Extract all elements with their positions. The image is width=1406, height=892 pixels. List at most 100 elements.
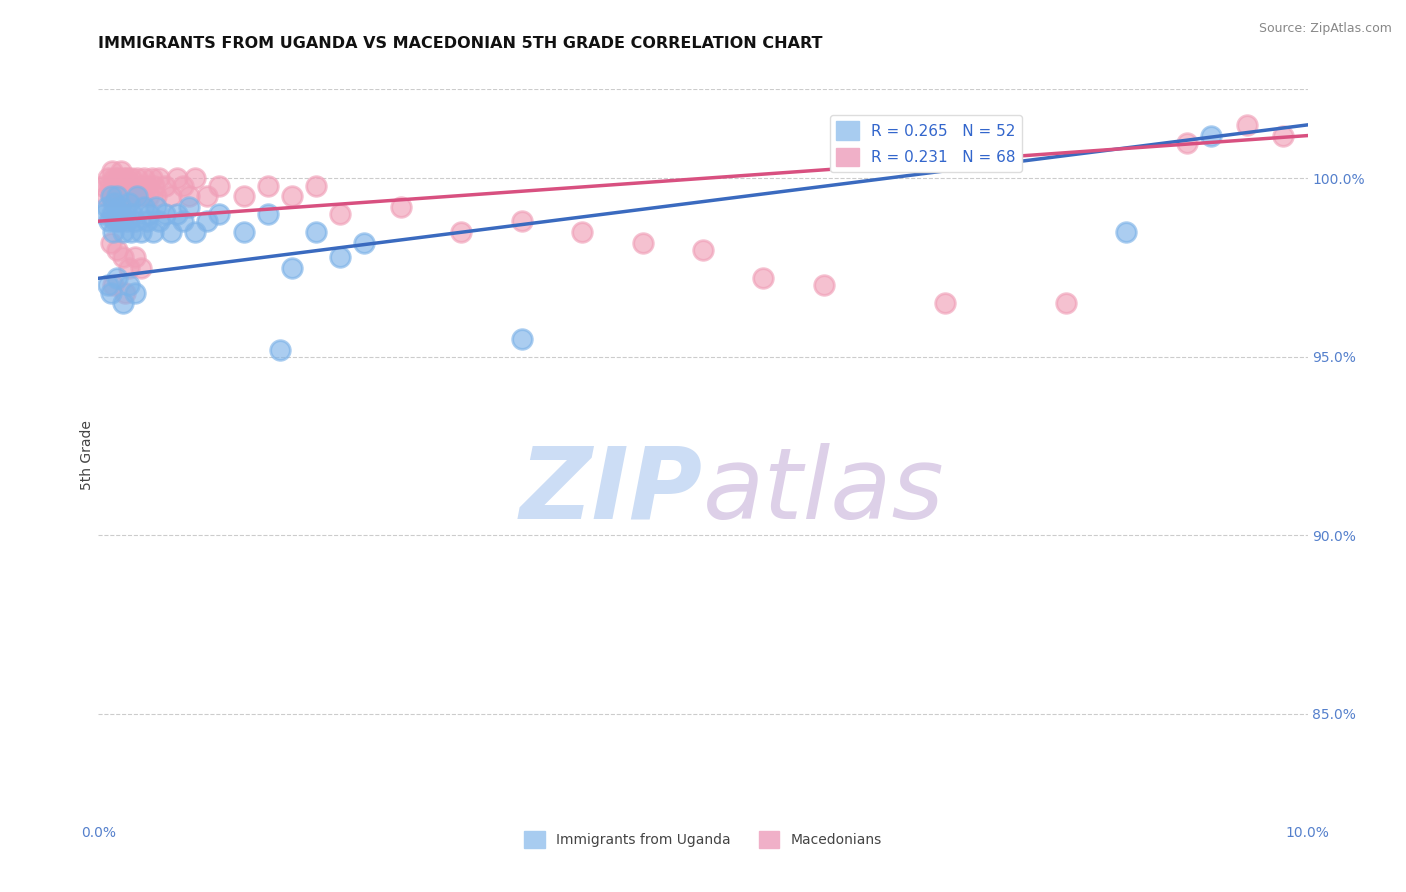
Point (120, 225, 142, 239)
Point (105, 271, 128, 285)
Point (135, 214, 157, 228)
Point (103, 171, 125, 186)
Point (101, 178, 124, 193)
Point (813, 278, 835, 293)
Point (129, 260, 152, 275)
Point (135, 178, 157, 193)
Point (121, 207, 143, 221)
Point (160, 189, 183, 203)
Point (128, 178, 150, 193)
Point (138, 207, 160, 221)
Point (98, 214, 121, 228)
Point (208, 207, 231, 221)
Point (571, 225, 593, 239)
Point (141, 171, 163, 186)
Point (124, 189, 146, 203)
Point (118, 196, 141, 211)
Point (281, 260, 304, 275)
Point (179, 200, 201, 214)
Point (121, 178, 143, 193)
Point (96, 200, 118, 214)
Point (117, 171, 139, 186)
Point (127, 189, 149, 203)
Point (1115, 225, 1137, 239)
Point (148, 214, 170, 228)
Point (105, 189, 128, 203)
Point (91, 178, 114, 193)
Point (142, 225, 165, 239)
Point (305, 178, 328, 193)
Point (110, 164, 132, 178)
Point (118, 178, 141, 193)
Point (1054, 296, 1077, 310)
Point (184, 171, 207, 186)
Point (107, 171, 129, 186)
Point (101, 225, 124, 239)
Point (108, 214, 131, 228)
Point (100, 207, 122, 221)
Point (111, 296, 134, 310)
Point (103, 196, 125, 211)
Text: ZIP: ZIP (520, 443, 703, 540)
Point (115, 189, 138, 203)
Point (153, 178, 176, 193)
Point (114, 285, 136, 300)
Point (631, 235, 654, 250)
Point (172, 178, 194, 193)
Point (269, 343, 291, 357)
Point (100, 164, 122, 178)
Point (117, 214, 139, 228)
Point (120, 171, 142, 186)
Point (114, 207, 136, 221)
Point (108, 189, 131, 203)
Point (510, 332, 533, 346)
Point (111, 250, 134, 264)
Point (112, 171, 135, 186)
Point (692, 243, 714, 257)
Point (305, 225, 328, 239)
Point (118, 278, 141, 293)
Point (148, 171, 170, 186)
Point (195, 189, 218, 203)
Point (160, 225, 183, 239)
Point (166, 207, 188, 221)
Point (752, 271, 775, 285)
Point (934, 296, 956, 310)
Point (153, 207, 176, 221)
Point (232, 225, 254, 239)
Point (94, 189, 117, 203)
Point (389, 200, 412, 214)
Point (101, 278, 124, 293)
Point (108, 200, 131, 214)
Point (166, 171, 188, 186)
Text: atlas: atlas (703, 443, 945, 540)
Point (124, 214, 146, 228)
Point (105, 178, 128, 193)
Legend: Immigrants from Uganda, Macedonians: Immigrants from Uganda, Macedonians (519, 826, 887, 854)
Point (97, 171, 120, 186)
Point (353, 235, 375, 250)
Point (145, 189, 167, 203)
Text: Source: ZipAtlas.com: Source: ZipAtlas.com (1258, 22, 1392, 36)
Point (184, 225, 207, 239)
Point (104, 214, 127, 228)
Point (127, 171, 149, 186)
Point (450, 225, 472, 239)
Point (114, 178, 136, 193)
Point (195, 214, 218, 228)
Point (172, 214, 194, 228)
Point (1236, 118, 1258, 132)
Point (256, 178, 278, 193)
Point (143, 178, 166, 193)
Point (129, 225, 152, 239)
Point (179, 189, 201, 203)
Point (104, 189, 127, 203)
Point (134, 200, 156, 214)
Point (100, 235, 122, 250)
Point (110, 207, 132, 221)
Point (329, 250, 352, 264)
Point (105, 243, 128, 257)
Point (138, 189, 160, 203)
Point (131, 189, 153, 203)
Point (118, 189, 141, 203)
